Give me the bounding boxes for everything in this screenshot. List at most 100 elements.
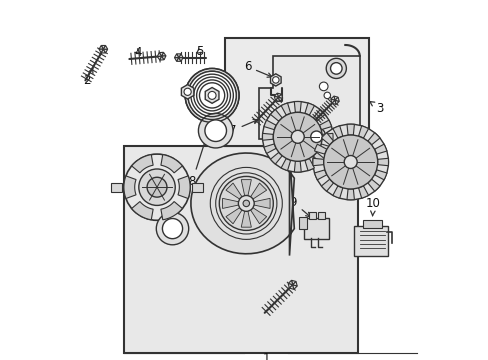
Polygon shape <box>190 151 294 256</box>
FancyBboxPatch shape <box>308 212 316 219</box>
Text: 7: 7 <box>229 120 257 137</box>
Polygon shape <box>304 103 314 115</box>
Polygon shape <box>264 144 276 153</box>
Polygon shape <box>319 120 331 130</box>
Circle shape <box>344 156 356 168</box>
Polygon shape <box>332 126 342 138</box>
Polygon shape <box>103 45 107 49</box>
Polygon shape <box>294 102 301 112</box>
Polygon shape <box>321 133 333 145</box>
Polygon shape <box>346 124 354 135</box>
Polygon shape <box>332 186 342 198</box>
Circle shape <box>187 71 236 120</box>
Circle shape <box>273 112 322 161</box>
Circle shape <box>199 83 224 108</box>
Polygon shape <box>161 154 182 173</box>
Polygon shape <box>160 56 164 60</box>
Polygon shape <box>99 45 103 49</box>
Polygon shape <box>331 100 335 104</box>
Polygon shape <box>159 52 163 56</box>
Circle shape <box>123 154 190 220</box>
Polygon shape <box>225 203 246 224</box>
Polygon shape <box>274 93 278 97</box>
Polygon shape <box>367 179 379 191</box>
Circle shape <box>198 113 232 148</box>
Polygon shape <box>278 97 282 102</box>
Polygon shape <box>292 285 297 289</box>
FancyBboxPatch shape <box>298 217 306 229</box>
Polygon shape <box>374 170 386 180</box>
Polygon shape <box>176 54 181 58</box>
Polygon shape <box>161 202 182 220</box>
Polygon shape <box>330 99 334 103</box>
Circle shape <box>306 127 325 146</box>
Polygon shape <box>178 176 190 198</box>
Polygon shape <box>358 186 368 198</box>
Polygon shape <box>289 285 293 289</box>
Text: 10: 10 <box>365 197 380 216</box>
Circle shape <box>196 80 227 111</box>
Polygon shape <box>367 133 379 145</box>
Polygon shape <box>274 96 278 100</box>
Polygon shape <box>314 170 326 180</box>
Polygon shape <box>281 158 290 171</box>
Polygon shape <box>330 96 334 100</box>
Polygon shape <box>181 85 193 99</box>
Bar <box>111 183 122 192</box>
Circle shape <box>190 74 233 117</box>
Text: 6: 6 <box>243 60 271 77</box>
Polygon shape <box>99 49 103 53</box>
Circle shape <box>185 68 239 122</box>
Polygon shape <box>179 58 183 61</box>
Polygon shape <box>264 120 276 130</box>
Circle shape <box>272 77 279 83</box>
Text: 5: 5 <box>195 45 203 58</box>
Polygon shape <box>246 183 266 203</box>
Circle shape <box>196 80 227 111</box>
Text: 9: 9 <box>289 196 310 217</box>
Polygon shape <box>377 158 387 166</box>
Circle shape <box>238 195 254 211</box>
Circle shape <box>325 58 346 78</box>
Polygon shape <box>334 97 339 102</box>
Polygon shape <box>174 54 179 58</box>
Text: 3: 3 <box>369 102 383 114</box>
Text: 4: 4 <box>134 46 142 59</box>
Circle shape <box>208 91 216 99</box>
Circle shape <box>310 131 322 143</box>
Bar <box>192 183 203 192</box>
FancyBboxPatch shape <box>317 212 325 219</box>
Polygon shape <box>322 133 332 140</box>
Polygon shape <box>262 133 273 140</box>
Polygon shape <box>346 189 354 200</box>
Text: 8: 8 <box>188 135 207 188</box>
Polygon shape <box>241 180 251 203</box>
Circle shape <box>219 176 273 230</box>
Polygon shape <box>176 58 181 61</box>
FancyBboxPatch shape <box>362 220 381 228</box>
Polygon shape <box>270 109 282 121</box>
Circle shape <box>139 169 175 206</box>
Polygon shape <box>319 144 331 153</box>
Circle shape <box>330 63 342 74</box>
Polygon shape <box>292 282 297 286</box>
Polygon shape <box>334 100 339 104</box>
Circle shape <box>291 130 304 143</box>
Polygon shape <box>374 144 386 154</box>
Polygon shape <box>321 179 333 191</box>
Circle shape <box>162 219 182 239</box>
Polygon shape <box>277 93 281 97</box>
Polygon shape <box>287 284 292 288</box>
Polygon shape <box>123 176 136 198</box>
Polygon shape <box>131 202 153 220</box>
Polygon shape <box>131 154 153 173</box>
Circle shape <box>312 124 387 200</box>
Circle shape <box>323 135 377 189</box>
Circle shape <box>156 212 188 245</box>
Circle shape <box>193 77 230 114</box>
Polygon shape <box>225 183 246 203</box>
Polygon shape <box>294 161 301 172</box>
Polygon shape <box>333 96 337 100</box>
Polygon shape <box>103 49 107 53</box>
Text: 1: 1 <box>262 352 269 360</box>
